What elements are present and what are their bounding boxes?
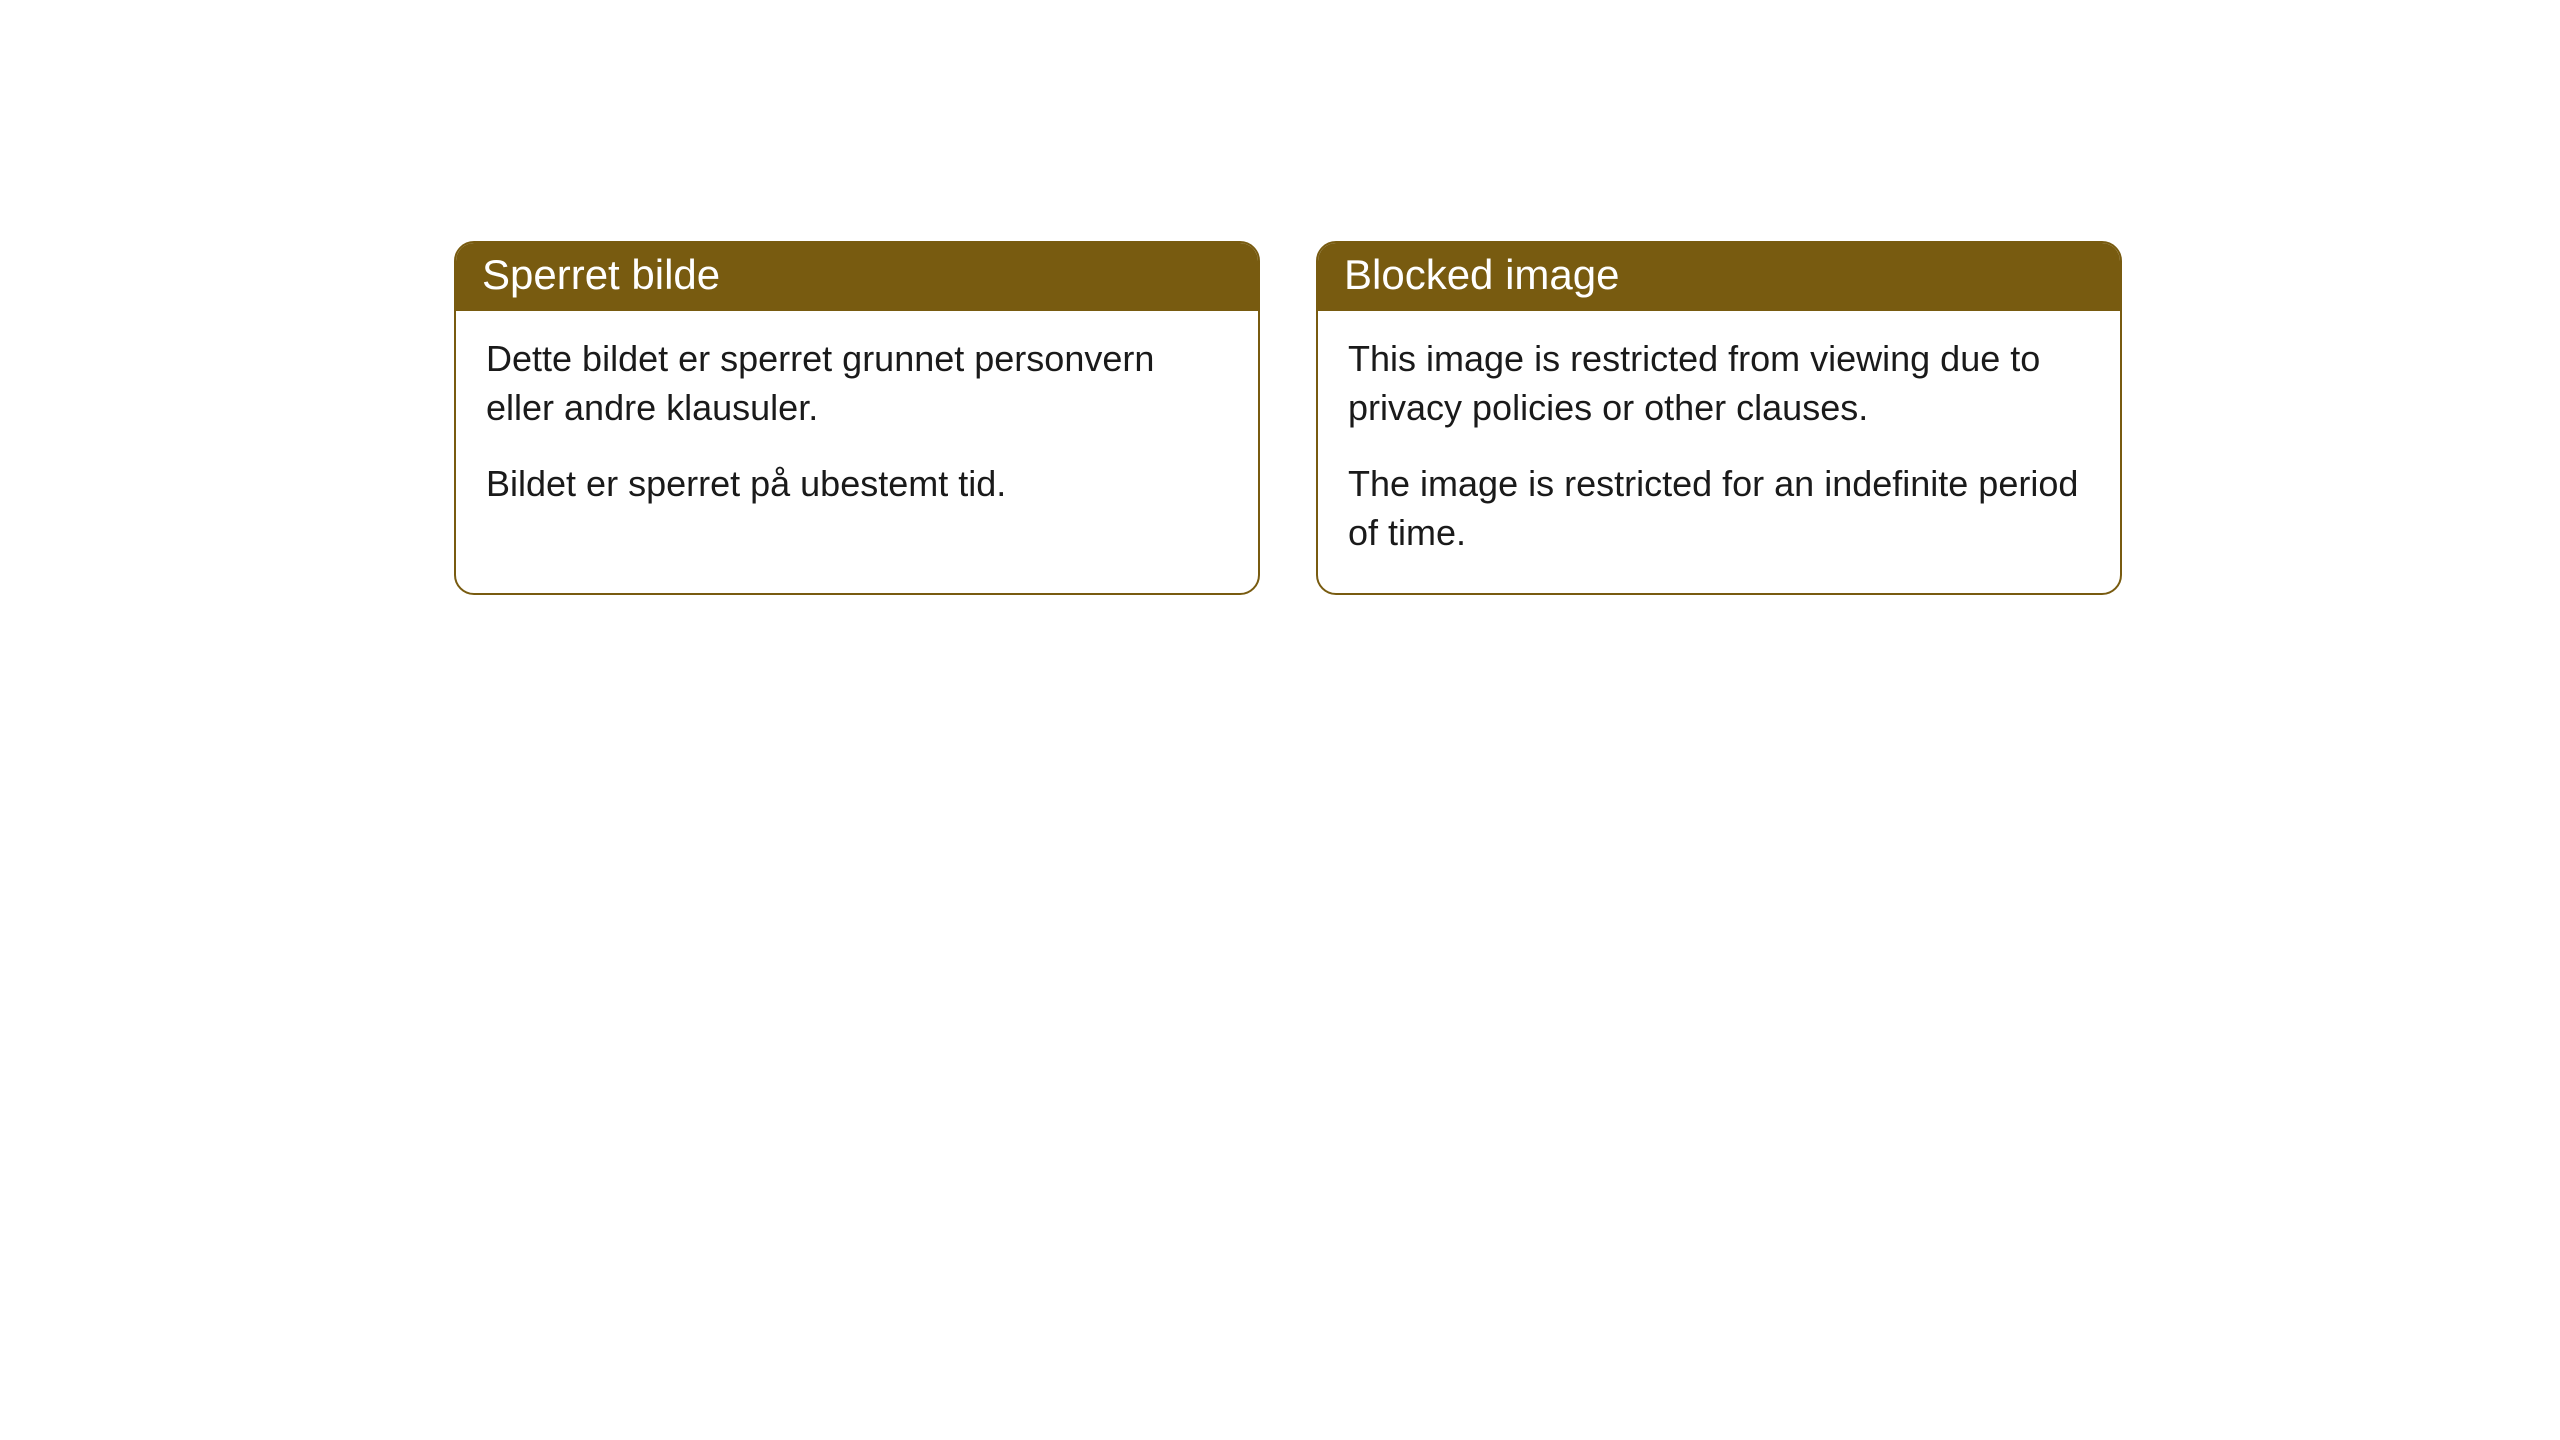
panel-text-en-1: This image is restricted from viewing du… — [1348, 335, 2090, 432]
panel-body-en: This image is restricted from viewing du… — [1318, 311, 2120, 593]
panel-header-en: Blocked image — [1318, 243, 2120, 311]
notice-panels-container: Sperret bilde Dette bildet er sperret gr… — [454, 241, 2122, 595]
panel-body-no: Dette bildet er sperret grunnet personve… — [456, 311, 1258, 545]
blocked-image-panel-en: Blocked image This image is restricted f… — [1316, 241, 2122, 595]
panel-text-en-2: The image is restricted for an indefinit… — [1348, 460, 2090, 557]
blocked-image-panel-no: Sperret bilde Dette bildet er sperret gr… — [454, 241, 1260, 595]
panel-text-no-1: Dette bildet er sperret grunnet personve… — [486, 335, 1228, 432]
panel-header-no: Sperret bilde — [456, 243, 1258, 311]
panel-text-no-2: Bildet er sperret på ubestemt tid. — [486, 460, 1228, 509]
